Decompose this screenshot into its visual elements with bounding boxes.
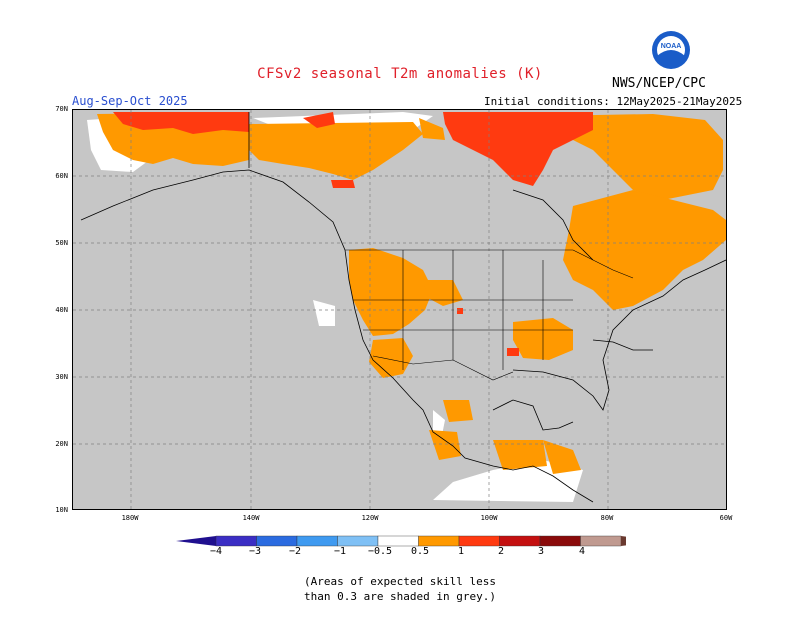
lon-label-180w: 180W: [121, 514, 139, 522]
noaa-logo: NOAA: [652, 31, 690, 69]
lon-label-60w: 60W: [719, 514, 733, 522]
colorbar-label: −0.5: [367, 546, 393, 557]
skill-note-line2: than 0.3 are shaded in grey.): [303, 590, 497, 603]
lon-label-120w: 120W: [361, 514, 379, 522]
skill-note-line1: (Areas of expected skill less: [303, 575, 497, 588]
colorbar-label: 1: [457, 546, 465, 557]
colorbar-arrow-high: [621, 536, 626, 546]
chart-title: CFSv2 seasonal T2m anomalies (K): [257, 66, 543, 82]
lat-label-20n: 20N: [55, 440, 68, 448]
coastlines: [80, 112, 726, 503]
map-svg: [73, 110, 726, 509]
colorbar-segments: [176, 535, 626, 547]
lon-label-100w: 100W: [480, 514, 498, 522]
colorbar-label: −2: [288, 546, 302, 557]
colorbar-segment: [418, 535, 460, 547]
lon-label-140w: 140W: [242, 514, 260, 522]
lat-label-30n: 30N: [55, 373, 68, 381]
lat-label-60n: 60N: [55, 172, 68, 180]
colorbar-arrow-low: [176, 536, 216, 546]
colorbar-label: 3: [537, 546, 545, 557]
colorbar-label: 2: [497, 546, 505, 557]
lat-label-10n: 10N: [55, 506, 68, 514]
forecast-period: Aug-Sep-Oct 2025: [72, 94, 188, 108]
colorbar-segment: [215, 535, 257, 547]
colorbar-segment: [580, 535, 622, 547]
colorbar-segment: [458, 535, 500, 547]
anomaly-0p5-1: [97, 112, 726, 474]
initial-conditions: Initial conditions: 12May2025-21May2025: [484, 95, 743, 108]
lon-label-80w: 80W: [600, 514, 614, 522]
svg-text:NOAA: NOAA: [661, 43, 682, 50]
colorbar-label: −3: [248, 546, 262, 557]
agency-label: NWS/NCEP/CPC: [612, 76, 706, 91]
colorbar-segment: [296, 535, 338, 547]
anomaly-1-2: [113, 112, 593, 356]
colorbar: [176, 535, 626, 547]
colorbar-segment: [337, 535, 379, 547]
colorbar-label: −1: [333, 546, 347, 557]
lat-label-70n: 70N: [55, 105, 68, 113]
graticule: [73, 110, 726, 509]
colorbar-label: 4: [578, 546, 586, 557]
colorbar-segment: [499, 535, 541, 547]
skill-note: (Areas of expected skill less than 0.3 a…: [0, 574, 800, 604]
borders: [345, 249, 634, 381]
anomaly-map: [72, 109, 727, 510]
colorbar-label: −4: [209, 546, 223, 557]
lat-label-40n: 40N: [55, 306, 68, 314]
colorbar-segment: [377, 535, 419, 547]
colorbar-segment: [256, 535, 298, 547]
colorbar-segment: [539, 535, 581, 547]
lat-label-50n: 50N: [55, 239, 68, 247]
colorbar-label: 0.5: [410, 546, 430, 557]
